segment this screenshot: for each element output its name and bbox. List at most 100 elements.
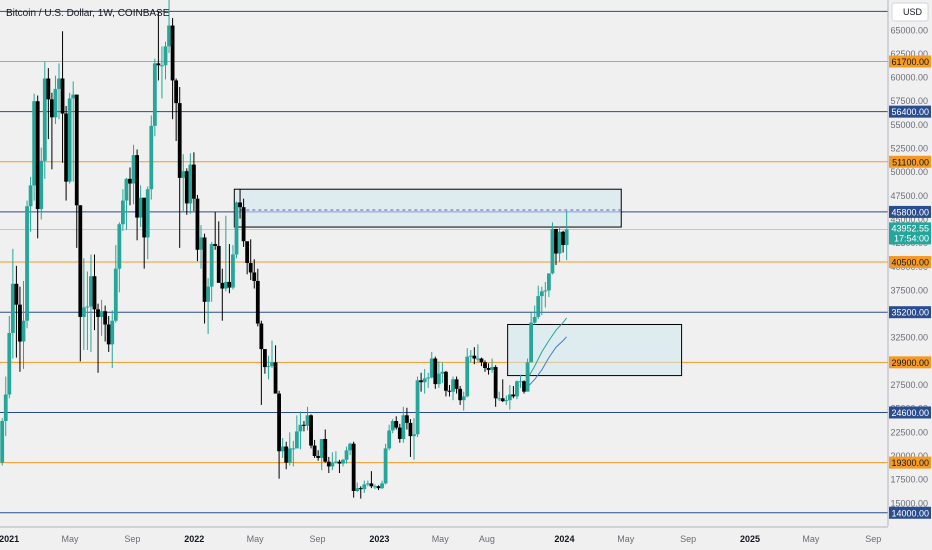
candle: [468, 350, 473, 363]
candle-body: [220, 282, 225, 289]
candle-body: [429, 358, 434, 378]
candle: [397, 423, 402, 443]
level-price-label: 56400.00: [889, 105, 931, 118]
time-axis[interactable]: [0, 527, 932, 550]
candle-body: [529, 322, 534, 363]
candle: [383, 443, 388, 485]
candle-body: [440, 371, 445, 374]
candle-body: [248, 263, 253, 273]
candle: [486, 363, 491, 375]
candle-body: [330, 462, 335, 467]
level-price-label: 19300.00: [889, 456, 931, 469]
candle-body: [163, 46, 168, 66]
candle: [32, 93, 37, 201]
candle-body: [227, 281, 232, 288]
candle-body: [561, 231, 565, 246]
candle-body: [60, 78, 65, 114]
candle-body: [209, 244, 214, 287]
candle-body: [120, 200, 125, 225]
candle-body: [273, 362, 278, 394]
candle-body: [543, 290, 548, 292]
candle-body: [497, 398, 502, 400]
candle-body: [262, 349, 267, 368]
currency-label[interactable]: USD: [903, 7, 923, 17]
candle-body: [241, 207, 246, 242]
candle: [319, 438, 324, 471]
level-price-label-text: 51100.00: [892, 157, 929, 167]
candle-body: [539, 291, 544, 297]
candle: [273, 345, 278, 394]
candle-body: [71, 94, 76, 99]
candle-body: [444, 371, 448, 391]
candle-body: [351, 443, 356, 491]
candle: [113, 245, 118, 323]
candle: [408, 419, 413, 457]
candle: [475, 344, 480, 363]
candle-body: [10, 283, 15, 334]
candle-body: [507, 394, 512, 401]
candle-body: [145, 189, 150, 238]
time-tick-label: 2021: [0, 534, 19, 544]
level-price-label-bg: [889, 456, 931, 469]
candle: [39, 147, 44, 220]
candle: [234, 201, 239, 259]
time-tick-label: Sep: [865, 534, 881, 544]
candle: [298, 411, 303, 450]
candle: [493, 365, 498, 407]
candle-body: [7, 333, 12, 395]
candle: [206, 278, 210, 334]
candle-body: [348, 443, 352, 451]
candle-body: [500, 398, 505, 402]
candle-body: [390, 420, 395, 431]
candle-body: [483, 362, 487, 369]
candle-body: [46, 78, 51, 100]
candle-body: [475, 358, 480, 360]
candle: [14, 265, 19, 358]
candle: [241, 198, 246, 247]
currency-button[interactable]: USD: [891, 2, 929, 22]
candle-body: [546, 273, 551, 291]
candle: [387, 424, 392, 451]
zone-box: [233, 188, 622, 228]
candle: [472, 347, 477, 365]
candle-body: [465, 356, 470, 397]
price-tick-label: 55000.00: [890, 120, 928, 130]
time-tick-label: May: [617, 534, 635, 544]
candle-body: [422, 378, 427, 383]
candle: [216, 221, 221, 283]
time-tick-label: 2022: [184, 534, 204, 544]
candle: [128, 167, 132, 206]
price-tick-label: 65000.00: [890, 25, 928, 35]
candle-body: [223, 281, 228, 289]
candle: [35, 95, 40, 239]
candle: [7, 315, 12, 399]
time-tick-label: May: [247, 534, 265, 544]
candle-body: [479, 358, 484, 363]
candle: [245, 241, 250, 275]
candle-body: [394, 420, 399, 428]
candle-body: [0, 420, 5, 463]
candle: [316, 450, 321, 461]
candle-body: [309, 415, 313, 446]
candle-body: [89, 276, 93, 307]
candle: [92, 254, 97, 331]
candle: [294, 415, 299, 449]
price-tick-label: 52500.00: [890, 144, 928, 154]
time-tick-label: May: [802, 534, 820, 544]
candle-body: [25, 206, 29, 321]
candle-body: [404, 415, 409, 423]
level-price-label-bg: [889, 205, 931, 218]
candle-body: [174, 80, 179, 104]
time-tick-label: 2023: [369, 534, 389, 544]
candle: [167, 0, 171, 53]
candle: [507, 385, 512, 410]
candle-body: [81, 307, 86, 317]
currency-button-frame[interactable]: [891, 2, 929, 22]
candle: [330, 452, 335, 471]
candle: [0, 418, 5, 466]
time-tick-label: May: [432, 534, 450, 544]
candle: [497, 391, 502, 402]
candle: [419, 372, 423, 392]
candle: [561, 230, 565, 253]
